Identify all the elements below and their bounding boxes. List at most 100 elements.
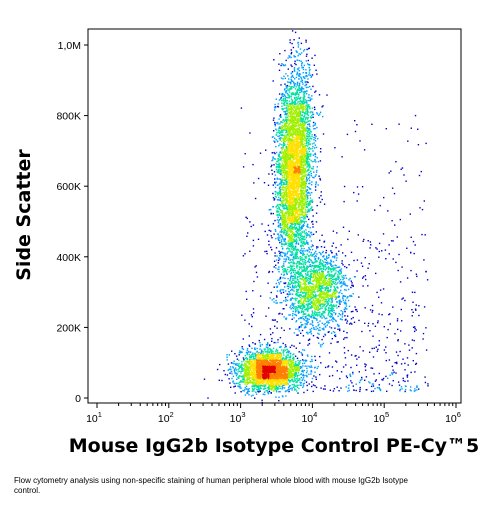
event-dot [316,157,318,159]
event-dot [308,258,310,261]
event-dot [278,126,281,128]
event-dot [298,85,301,87]
event-dot [317,300,319,302]
event-dot [337,266,339,269]
event-dot [322,335,325,338]
event-dot [372,390,375,392]
event-dot [248,378,250,380]
event-dot [355,309,357,311]
event-dot [291,30,294,32]
event-dot [245,385,248,388]
event-dot [343,301,345,304]
event-dot [273,389,275,392]
event-dot [301,104,303,106]
event-dot [332,265,334,267]
event-dot [288,237,290,239]
event-dot [328,254,330,257]
event-dot [288,243,290,245]
event-dot [317,246,319,248]
event-dot [309,153,311,156]
event-dot [311,381,313,383]
event-dot [287,227,289,229]
event-dot [233,369,235,371]
event-dot [306,280,308,283]
event-dot [309,270,311,272]
event-dot [306,389,309,391]
event-dot [301,248,303,250]
event-dot [295,306,297,308]
event-dot [320,282,323,285]
event-dot [304,106,307,108]
event-dot [300,272,302,275]
event-dot [293,107,296,109]
event-dot [307,133,309,136]
event-dot [300,219,302,222]
event-dot [268,209,270,211]
event-dot [401,266,403,268]
event-dot [319,259,322,261]
event-dot [305,255,307,258]
event-dot [335,312,337,315]
event-dot [335,297,338,299]
event-dot [302,304,305,307]
event-dot [377,320,379,322]
event-dot [286,148,288,150]
event-dot [301,211,303,213]
event-dot [304,99,307,101]
event-dot [291,114,293,116]
event-dot [307,307,309,309]
event-dot [278,258,281,260]
event-dot [274,137,276,139]
event-dot [322,256,325,258]
event-dot [281,213,284,215]
event-dot [291,275,294,278]
event-dot [297,359,299,362]
event-dot [295,241,298,244]
event-dot [233,360,235,362]
event-dot [302,192,304,194]
event-dot [274,252,276,254]
event-dot [286,86,288,88]
event-dot [329,269,332,271]
event-dot [303,230,305,232]
event-dot [308,148,310,150]
event-dot [301,225,303,227]
event-dot [294,239,297,242]
event-dot [271,388,273,390]
event-dot [301,107,303,110]
event-dot [378,313,380,315]
event-dot [245,379,247,381]
event-dot [308,124,310,126]
event-dot [331,298,333,300]
event-dot [314,355,316,358]
event-dot [247,350,250,353]
event-dot [284,96,286,98]
event-dot [250,355,252,357]
event-dot [304,257,307,259]
event-dot [303,112,305,114]
event-dot [301,297,303,299]
event-dot [309,203,311,205]
event-dot [345,364,347,366]
event-dot [296,306,299,309]
event-dot [306,200,309,203]
event-dot [322,284,324,287]
event-dot [281,395,284,397]
event-dot [279,191,282,193]
event-dot [421,208,424,211]
event-dot [400,330,402,332]
event-dot [291,384,293,386]
event-dot [287,81,289,83]
event-dot [299,272,302,274]
event-dot [338,302,340,304]
event-dot [364,365,366,368]
event-dot [310,297,313,300]
event-dot [282,63,284,66]
event-dot [299,317,302,319]
event-dot [303,174,305,177]
event-dot [421,233,423,236]
event-dot [266,387,269,389]
event-dot [307,96,310,99]
event-dot [313,279,315,282]
event-dot [290,108,292,110]
